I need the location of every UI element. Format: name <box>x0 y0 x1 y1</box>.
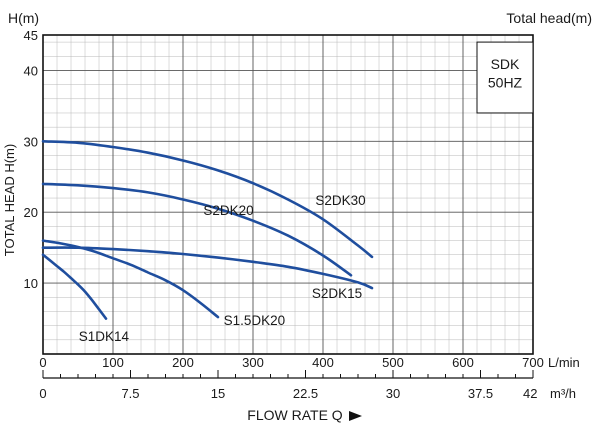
x-tick-label-m3h: 15 <box>211 386 225 401</box>
series-line-s1-5dk20 <box>41 239 220 319</box>
legend-line-1: SDK <box>491 56 520 72</box>
arrow-right-icon <box>349 411 362 421</box>
y-axis-unit-label: H(m) <box>8 10 39 26</box>
series-layer <box>41 140 374 320</box>
x-tick-labels-m3h: 0 7.5 15 22.5 30 37.5 42 <box>39 370 537 401</box>
x-axis-unit-m3h: m³/h <box>550 386 576 401</box>
x-tick-label-lmin: 100 <box>102 355 124 370</box>
x-tick-label-lmin: 0 <box>39 355 46 370</box>
x-tick-label-m3h: 22.5 <box>293 386 318 401</box>
legend-line-2: 50HZ <box>488 74 523 90</box>
y-tick-labels: 10 20 30 40 45 <box>24 28 38 291</box>
series-label: S1.5DK20 <box>224 313 286 328</box>
series-label: S2DK15 <box>312 286 362 301</box>
y-tick-label: 45 <box>24 28 38 43</box>
x-tick-label-lmin: 400 <box>312 355 334 370</box>
x-tick-label-lmin: 200 <box>172 355 194 370</box>
y-tick-label: 20 <box>24 205 38 220</box>
legend-box: SDK 50HZ <box>476 41 534 114</box>
x-tick-label-m3h: 0 <box>39 386 46 401</box>
y-axis-label: TOTAL HEAD H(m) <box>2 144 17 256</box>
x-tick-label-lmin: 300 <box>242 355 264 370</box>
series-line-s2dk30 <box>41 140 374 259</box>
plot-frame <box>42 34 534 355</box>
series-line-s1dk14 <box>41 253 108 320</box>
y-tick-label: 10 <box>24 276 38 291</box>
x-tick-label-lmin: 700 <box>522 355 544 370</box>
x-tick-labels-lmin: 0 100 200 300 400 500 600 700 <box>39 355 543 370</box>
x-tick-label-m3h: 37.5 <box>468 386 493 401</box>
x-tick-label-m3h: 42 <box>523 386 537 401</box>
series-label: S2DK20 <box>203 203 253 218</box>
series-labels: S2DK30 S2DK20 S2DK15 S1.5DK20 S1DK14 <box>79 193 366 344</box>
series-line-s2dk20 <box>41 182 353 277</box>
x-tick-label-lmin: 500 <box>382 355 404 370</box>
x-tick-label-m3h: 30 <box>386 386 400 401</box>
x-axis-unit-lmin: L/min <box>548 355 580 370</box>
x-axis-label: FLOW RATE Q <box>247 407 343 423</box>
minor-grid <box>43 35 533 354</box>
major-grid <box>42 35 534 354</box>
series-label: S1DK14 <box>79 329 130 344</box>
top-right-label: Total head(m) <box>506 10 592 26</box>
y-tick-label: 30 <box>24 134 38 149</box>
series-line-s2dk15 <box>41 246 374 290</box>
x-tick-label-lmin: 600 <box>452 355 474 370</box>
x-tick-label-m3h: 7.5 <box>121 386 139 401</box>
y-tick-label: 40 <box>24 63 38 78</box>
series-label: S2DK30 <box>315 193 365 208</box>
